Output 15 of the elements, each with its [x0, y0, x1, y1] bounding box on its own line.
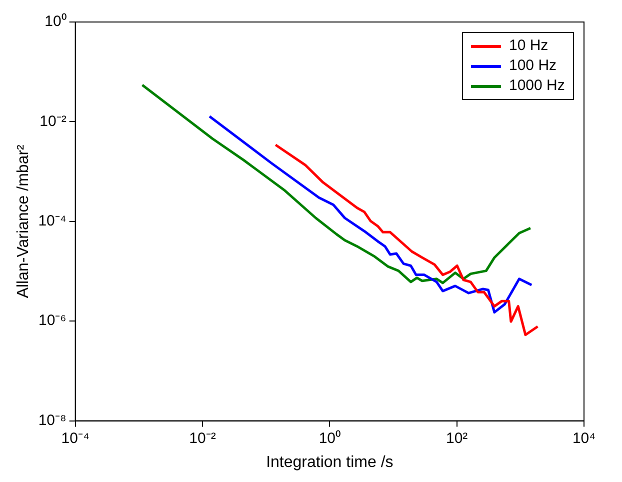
x-tick-label: 10⁴	[572, 430, 596, 447]
y-axis-title: Allan-Variance /mbar²	[15, 144, 32, 298]
y-tick-label: 10⁻⁴	[38, 212, 66, 230]
legend-label: 1000 Hz	[509, 76, 565, 96]
x-axis-title: Integration time /s	[266, 454, 394, 471]
x-tick-label: 10⁻²	[189, 430, 216, 447]
x-tick-label: 10²	[446, 430, 468, 447]
legend-label: 10 Hz	[509, 36, 548, 56]
x-tick-label: 10⁰	[318, 430, 341, 447]
y-tick-label: 10⁻⁸	[38, 412, 66, 429]
y-tick-label: 10⁰	[44, 13, 66, 30]
y-tick-label: 10⁻⁶	[38, 312, 66, 330]
y-tick-label: 10⁻²	[40, 112, 66, 130]
legend-label: 100 Hz	[509, 56, 557, 76]
x-tick-label: 10⁻⁴	[61, 430, 90, 447]
